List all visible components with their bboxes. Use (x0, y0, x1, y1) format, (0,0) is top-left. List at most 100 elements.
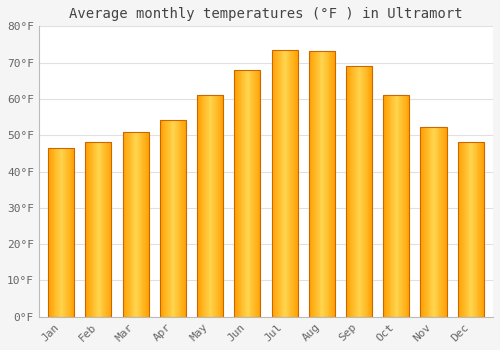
Bar (86, 142, 112, 317)
Bar (160, 120, 186, 317)
Bar (288, 50, 290, 317)
Bar (463, 142, 464, 317)
Bar (167, 120, 168, 317)
Bar (215, 95, 216, 317)
Bar (295, 50, 296, 317)
Bar (386, 94, 387, 317)
Bar (137, 132, 138, 317)
Bar (146, 132, 147, 317)
Bar (462, 142, 463, 317)
Bar (357, 66, 358, 317)
Bar (248, 70, 250, 317)
Bar (185, 120, 186, 317)
Bar (197, 95, 223, 317)
Bar (134, 132, 135, 317)
Bar (106, 142, 107, 317)
Bar (422, 127, 423, 317)
Bar (402, 94, 403, 317)
Bar (142, 132, 144, 317)
Bar (172, 120, 174, 317)
Bar (202, 95, 203, 317)
Bar (51, 148, 52, 317)
Bar (183, 120, 184, 317)
Bar (122, 132, 148, 317)
Bar (247, 70, 248, 317)
Bar (426, 127, 428, 317)
Bar (354, 66, 355, 317)
Bar (60, 148, 62, 317)
Bar (246, 70, 247, 317)
Bar (315, 51, 316, 317)
Bar (272, 50, 274, 317)
Bar (147, 132, 148, 317)
Bar (184, 120, 185, 317)
Bar (443, 127, 444, 317)
Bar (482, 142, 483, 317)
Bar (475, 142, 476, 317)
Bar (393, 94, 394, 317)
Bar (474, 142, 475, 317)
Bar (132, 132, 134, 317)
Bar (423, 127, 424, 317)
Bar (68, 148, 69, 317)
Bar (441, 127, 442, 317)
Bar (122, 132, 148, 317)
Bar (223, 95, 224, 317)
Bar (272, 50, 297, 317)
Bar (50, 148, 51, 317)
Bar (62, 148, 64, 317)
Bar (293, 50, 294, 317)
Bar (432, 127, 433, 317)
Bar (476, 142, 478, 317)
Bar (330, 51, 331, 317)
Bar (65, 148, 66, 317)
Bar (346, 66, 347, 317)
Bar (282, 50, 283, 317)
Bar (160, 120, 186, 317)
Bar (242, 70, 244, 317)
Bar (140, 132, 141, 317)
Bar (274, 50, 275, 317)
Bar (425, 127, 426, 317)
Bar (180, 120, 182, 317)
Bar (290, 50, 292, 317)
Bar (49, 148, 50, 317)
Bar (294, 50, 295, 317)
Bar (406, 94, 408, 317)
Bar (436, 127, 438, 317)
Bar (122, 132, 124, 317)
Bar (326, 51, 328, 317)
Bar (430, 127, 431, 317)
Bar (160, 120, 162, 317)
Bar (186, 120, 187, 317)
Bar (284, 50, 285, 317)
Bar (420, 127, 446, 317)
Bar (323, 51, 324, 317)
Bar (124, 132, 126, 317)
Bar (89, 142, 90, 317)
Bar (168, 120, 169, 317)
Bar (383, 94, 409, 317)
Bar (218, 95, 220, 317)
Bar (99, 142, 100, 317)
Bar (236, 70, 237, 317)
Bar (308, 51, 335, 317)
Bar (108, 142, 110, 317)
Title: Average monthly temperatures (°F ) in Ultramort: Average monthly temperatures (°F ) in Ul… (69, 7, 462, 21)
Bar (260, 70, 262, 317)
Bar (252, 70, 253, 317)
Bar (240, 70, 242, 317)
Bar (318, 51, 320, 317)
Bar (434, 127, 435, 317)
Bar (90, 142, 92, 317)
Bar (356, 66, 357, 317)
Bar (383, 94, 384, 317)
Bar (92, 142, 94, 317)
Bar (198, 95, 199, 317)
Bar (480, 142, 481, 317)
Bar (385, 94, 386, 317)
Bar (170, 120, 172, 317)
Bar (135, 132, 136, 317)
Bar (405, 94, 406, 317)
Bar (365, 66, 366, 317)
